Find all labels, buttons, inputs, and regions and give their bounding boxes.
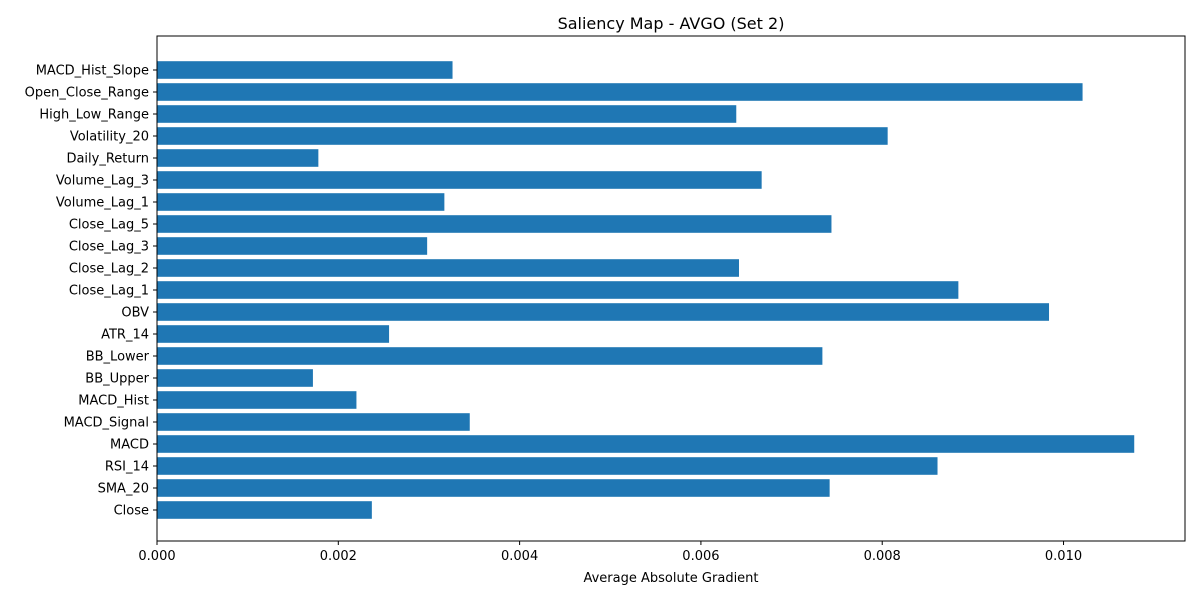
y-tick-label: Volatility_20 xyxy=(70,130,149,145)
y-tick-label: Close_Lag_2 xyxy=(69,262,149,277)
bar-close-lag-2 xyxy=(157,259,739,277)
y-tick-label: MACD_Hist_Slope xyxy=(36,64,149,79)
y-tick-label: MACD xyxy=(110,438,149,453)
y-tick-label: Close_Lag_1 xyxy=(69,284,149,299)
bar-open-close-range xyxy=(157,83,1083,101)
bar-volume-lag-1 xyxy=(157,193,445,211)
bar-daily-return xyxy=(157,149,319,167)
y-tick-label: RSI_14 xyxy=(105,460,149,475)
bar-bb-upper xyxy=(157,369,313,387)
bar-macd-hist xyxy=(157,391,357,409)
x-axis-ticks: 0.000 0.002 0.004 0.006 0.008 0.010 xyxy=(138,541,1082,564)
bar-close-lag-5 xyxy=(157,215,832,233)
plot-frame xyxy=(156,35,1186,542)
y-tick-label: Volume_Lag_1 xyxy=(56,196,149,211)
y-tick-label: High_Low_Range xyxy=(39,108,149,123)
y-tick-label: Daily_Return xyxy=(66,152,149,167)
x-tick-label: 0.006 xyxy=(682,549,719,564)
bar-close-lag-3 xyxy=(157,237,428,255)
x-tick-label: 0.004 xyxy=(501,549,538,564)
y-tick-label: BB_Lower xyxy=(86,350,150,365)
x-axis-label: Average Absolute Gradient xyxy=(583,571,758,586)
bar-macd-signal xyxy=(157,413,470,431)
y-tick-label: SMA_20 xyxy=(98,482,149,497)
bar-volume-lag-3 xyxy=(157,171,762,189)
y-tick-label: Close xyxy=(114,504,149,519)
bar-atr-14 xyxy=(157,325,390,343)
y-tick-label: Close_Lag_5 xyxy=(69,218,149,233)
bar-obv xyxy=(157,303,1050,321)
y-tick-label: MACD_Signal xyxy=(64,416,149,431)
x-tick-label: 0.008 xyxy=(864,549,901,564)
bars-group xyxy=(157,61,1135,519)
bar-high-low-range xyxy=(157,105,737,123)
y-tick-label: BB_Upper xyxy=(85,372,149,387)
bar-macd xyxy=(157,435,1135,453)
y-tick-label: Open_Close_Range xyxy=(25,86,149,101)
y-tick-label: Close_Lag_3 xyxy=(69,240,149,255)
x-tick-label: 0.002 xyxy=(320,549,357,564)
bar-rsi-14 xyxy=(157,457,938,475)
chart-title: Saliency Map - AVGO (Set 2) xyxy=(558,14,785,33)
y-tick-label: MACD_Hist xyxy=(78,394,149,409)
x-tick-label: 0.000 xyxy=(138,549,175,564)
bar-macd-hist-slope xyxy=(157,61,453,79)
bar-sma-20 xyxy=(157,479,830,497)
y-tick-label: ATR_14 xyxy=(101,328,149,343)
x-tick-label: 0.010 xyxy=(1045,549,1082,564)
y-tick-label: OBV xyxy=(121,306,149,321)
bar-close xyxy=(157,501,372,519)
y-tick-label: Volume_Lag_3 xyxy=(56,174,149,189)
bar-bb-lower xyxy=(157,347,823,365)
bar-close-lag-1 xyxy=(157,281,959,299)
y-axis-ticks: Close SMA_20 RSI_14 MACD MACD_Signal MACD_His… xyxy=(25,64,157,519)
bar-volatility-20 xyxy=(157,127,888,145)
